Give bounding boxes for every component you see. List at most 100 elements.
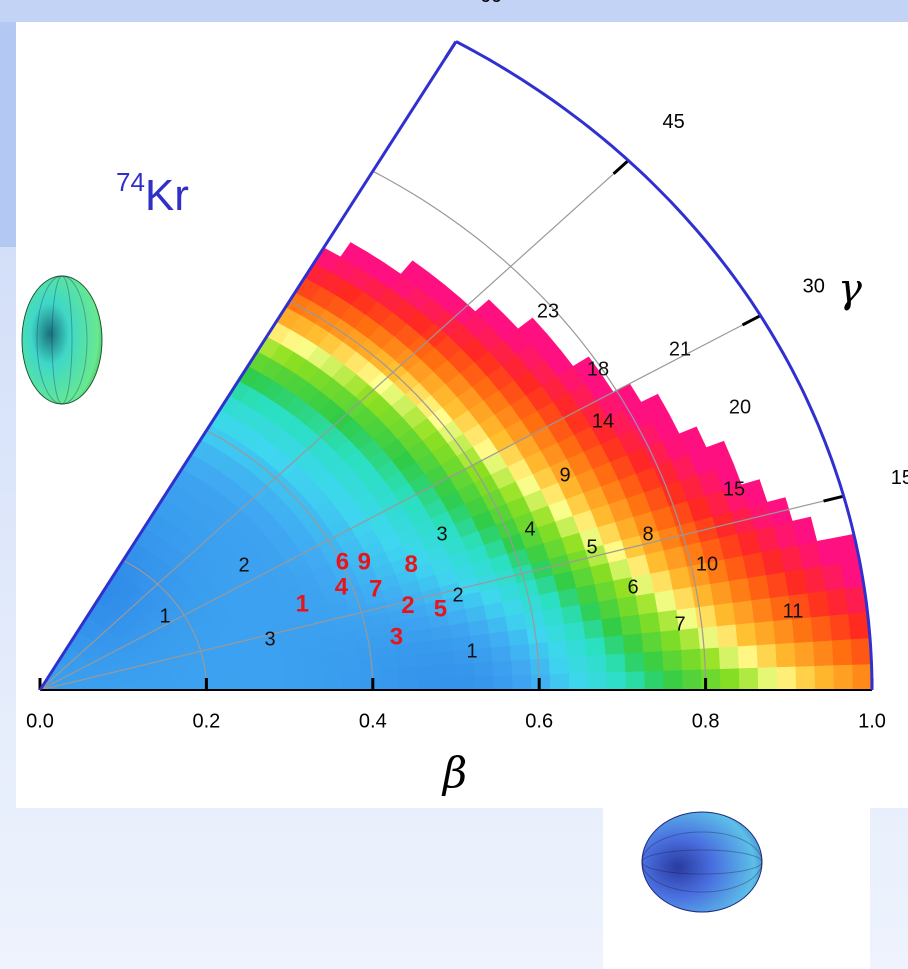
contour-label: 9 (559, 464, 570, 486)
energy-cell (510, 644, 530, 661)
energy-cell (644, 651, 664, 671)
energy-cell (695, 605, 717, 628)
contour-label: 6 (627, 576, 638, 598)
contour-label: 21 (669, 338, 691, 360)
energy-cell (853, 664, 872, 690)
energy-cell (380, 667, 400, 679)
state-point: 9 (358, 548, 371, 575)
energy-cell (626, 671, 645, 690)
energy-cell (561, 604, 583, 623)
energy-cell (587, 654, 607, 672)
contour-label: 5 (586, 536, 597, 558)
x-axis-label: β (441, 748, 467, 797)
state-point: 6 (336, 548, 349, 575)
energy-cell (832, 639, 852, 665)
energy-cell (361, 679, 380, 690)
slide: 74Kr 0.00.20.40.60.81.015304560232118201… (0, 0, 908, 969)
energy-cell (830, 614, 851, 641)
energy-cell (267, 682, 286, 690)
x-tick-label: 0.0 (26, 710, 54, 732)
energy-cell (416, 653, 436, 667)
energy-cell (815, 665, 834, 690)
energy-cell (813, 640, 833, 666)
x-tick-label: 0.4 (359, 710, 387, 732)
energy-cell (698, 626, 719, 648)
energy-cell (286, 682, 305, 690)
energy-cell (717, 624, 738, 647)
energy-cell (475, 676, 494, 690)
contour-label: 7 (674, 613, 685, 635)
energy-cell (642, 631, 663, 652)
state-point: 3 (390, 623, 403, 650)
state-point: 1 (296, 590, 309, 617)
contour-label: 10 (696, 553, 718, 575)
oblate-shape (22, 276, 102, 404)
energy-cell (720, 668, 739, 690)
state-point: 2 (401, 592, 414, 619)
energy-cell (811, 615, 832, 641)
energy-cell (625, 652, 645, 672)
energy-cell (796, 666, 815, 690)
y-tick-label: 15 (891, 467, 908, 489)
contour-label: 2 (452, 584, 463, 606)
contour-label: 1 (159, 605, 170, 627)
energy-cell (776, 643, 796, 667)
energy-cell (527, 626, 548, 644)
contour-label: 4 (524, 518, 535, 540)
y-tick-label: 60 (480, 0, 502, 7)
energy-cell (455, 663, 475, 677)
contour-label: 14 (592, 410, 614, 432)
energy-cell (606, 653, 626, 672)
ellipsoid (22, 276, 102, 404)
energy-cell (399, 678, 418, 690)
energy-cell (580, 601, 602, 621)
x-tick-label: 1.0 (858, 710, 886, 732)
energy-cell (342, 680, 361, 690)
energy-cell (738, 645, 758, 668)
contour-label: 15 (723, 478, 745, 500)
energy-cell (655, 590, 677, 612)
energy-cell (543, 607, 565, 626)
energy-cell (617, 595, 639, 616)
energy-cell (398, 666, 418, 678)
energy-cell (418, 678, 437, 690)
energy-cell (323, 671, 342, 681)
contour-label: 18 (587, 358, 609, 380)
energy-cell (645, 670, 664, 690)
energy-cell (323, 680, 342, 690)
y-tick-label: 30 (803, 275, 825, 297)
energy-cell (380, 679, 399, 690)
energy-cell (851, 638, 871, 665)
state-point: 4 (335, 573, 349, 600)
energy-cell (607, 672, 626, 690)
energy-cell (808, 591, 830, 618)
energy-cell (826, 588, 848, 615)
contour-label: 3 (436, 523, 447, 545)
contour-label: 3 (264, 628, 275, 650)
energy-cell (736, 622, 757, 646)
x-tick-label: 0.2 (192, 710, 220, 732)
energy-cell (550, 673, 569, 690)
energy-cell (530, 658, 550, 675)
contour-label: 2 (238, 554, 249, 576)
energy-cell (493, 660, 513, 675)
energy-cell (564, 621, 585, 640)
energy-cell (491, 646, 511, 662)
energy-cell (683, 669, 702, 690)
contour-label: 23 (537, 300, 559, 322)
energy-cell (636, 592, 658, 614)
energy-cell (733, 600, 755, 624)
energy-cell (755, 621, 776, 645)
state-point: 8 (405, 551, 418, 578)
energy-cell (568, 656, 588, 674)
energy-cell (305, 681, 324, 690)
energy-cell (342, 670, 361, 681)
energy-cell (752, 598, 774, 623)
energy-cell (588, 672, 607, 690)
energy-cell (397, 654, 417, 667)
energy-cell (602, 617, 623, 637)
energy-cell (567, 638, 587, 656)
x-tick-label: 0.6 (525, 710, 553, 732)
contour-label: 11 (783, 600, 804, 622)
energy-cell (585, 637, 606, 656)
